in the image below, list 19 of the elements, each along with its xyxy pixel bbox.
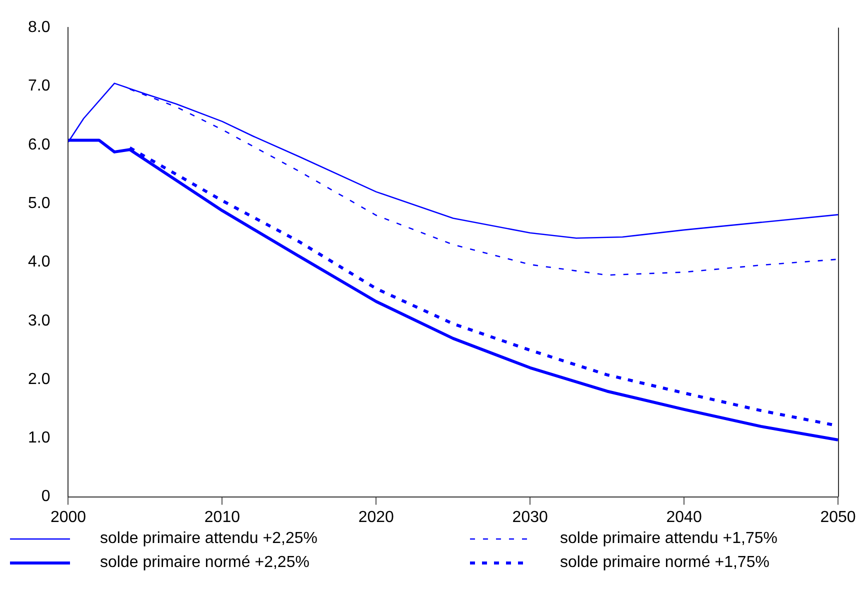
legend-label: solde primaire attendu +2,25% [100,530,318,548]
y-tick-label: 0 [41,488,50,506]
legend-label: solde primaire normé +2,25% [100,554,310,572]
y-tick-label: 2.0 [28,370,50,388]
y-tick-label: 4.0 [28,254,50,271]
x-tick-label: 2020 [358,508,394,526]
x-tick-label: 2010 [204,508,240,526]
y-tick-label: 5.0 [28,194,50,212]
legend-label: solde primaire normé +1,75% [560,554,770,572]
x-tick-label: 2030 [512,508,548,526]
x-tick-label: 2050 [820,508,856,526]
y-tick-label: 7.0 [28,78,50,95]
y-tick-label: 8.0 [28,19,50,36]
y-tick-label: 3.0 [28,312,50,330]
x-tick-label: 2000 [50,508,86,526]
y-tick-label: 1.0 [28,430,50,447]
x-tick-label: 2040 [666,508,702,526]
y-tick-label: 6.0 [28,136,50,154]
legend-label: solde primaire attendu +1,75% [560,530,778,548]
